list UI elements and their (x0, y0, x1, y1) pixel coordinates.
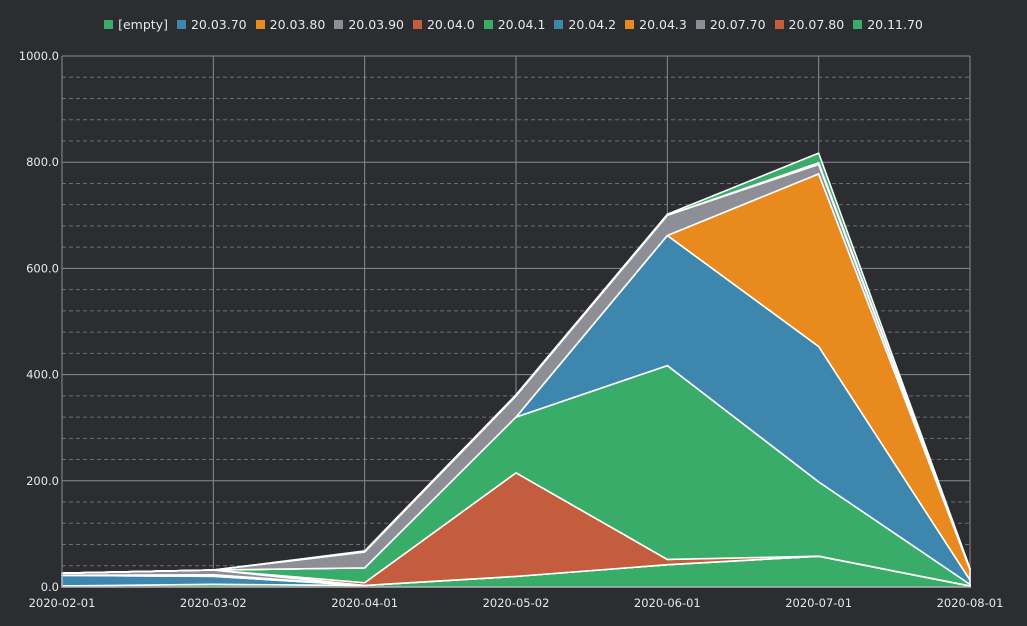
y-tick-label: 400.0 (26, 368, 59, 382)
legend-item[interactable]: 20.03.80 (255, 17, 326, 32)
stacked-areas (61, 152, 971, 588)
legend-swatch (104, 20, 114, 29)
axes: 0.0 200.0 400.0 600.0 800.0 1000.0 2020-02-01 2… (19, 49, 1004, 610)
x-tick-label: 2020-03-02 (180, 596, 247, 610)
y-tick-label: 600.0 (26, 261, 59, 275)
x-tick-label: 2020-08-01 (937, 596, 1004, 610)
legend-swatch (554, 20, 564, 29)
legend-item[interactable]: 20.04.0 (412, 17, 475, 32)
legend-label: 20.04.2 (568, 17, 617, 32)
x-tick-label: 2020-02-01 (29, 596, 96, 610)
legend-label: 20.04.0 (426, 17, 475, 32)
legend-label: [empty] (118, 17, 168, 32)
y-tick-label: 1000.0 (19, 49, 59, 63)
legend-swatch (774, 20, 784, 29)
legend-label: 20.11.70 (867, 17, 923, 32)
legend: [empty] 20.03.70 20.03.80 20.03.90 20.04.0 20… (0, 17, 1027, 32)
legend-item[interactable]: 20.11.70 (853, 17, 923, 32)
legend-label: 20.07.80 (788, 17, 845, 32)
legend-swatch (483, 20, 493, 29)
legend-swatch (412, 20, 422, 29)
legend-item[interactable]: 20.07.70 (695, 17, 766, 32)
legend-label: 20.07.70 (709, 17, 766, 32)
x-tick-label: 2020-05-02 (483, 596, 550, 610)
legend-swatch (853, 20, 863, 29)
legend-item[interactable]: 20.07.80 (774, 17, 845, 32)
y-tick-label: 0.0 (41, 580, 59, 594)
legend-label: 20.04.1 (497, 17, 546, 32)
y-tick-label: 200.0 (26, 474, 59, 488)
legend-label: 20.04.3 (639, 17, 687, 32)
area-series-10[interactable] (61, 152, 971, 574)
x-tick-label: 2020-06-01 (634, 596, 701, 610)
legend-item[interactable]: 20.04.1 (483, 17, 546, 32)
legend-label: 20.03.70 (190, 17, 247, 32)
legend-item[interactable]: 20.03.90 (334, 17, 404, 32)
legend-swatch (334, 20, 344, 29)
legend-swatch (625, 20, 635, 29)
x-tick-label: 2020-07-01 (785, 596, 852, 610)
legend-item[interactable]: 20.04.2 (554, 17, 616, 32)
legend-item[interactable]: [empty] (104, 17, 168, 32)
legend-swatch (255, 20, 265, 29)
legend-label: 20.03.80 (269, 17, 326, 32)
y-tick-label: 800.0 (26, 155, 59, 169)
x-tick-label: 2020-04-01 (331, 596, 398, 610)
legend-swatch (176, 20, 186, 29)
legend-item[interactable]: 20.03.70 (176, 17, 247, 32)
legend-swatch (695, 20, 705, 29)
legend-item[interactable]: 20.04.3 (625, 17, 687, 32)
legend-label: 20.03.90 (348, 17, 404, 32)
